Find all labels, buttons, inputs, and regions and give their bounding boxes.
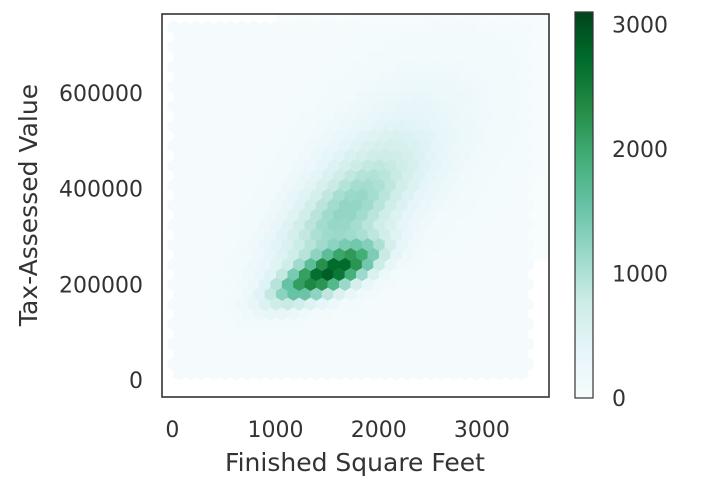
hexbin-cell [544,80,549,93]
hexbin-cell [493,14,495,15]
y-tick-label: 0 [129,369,143,394]
hexbin-cell [544,239,549,251]
hexbin-cell [551,169,562,182]
hexbin-cell [551,189,562,202]
hexbin-cell [470,14,472,15]
hexbin-cell [355,14,357,15]
hexbin-cell [298,14,300,15]
x-axis-ticks: 0 1000 2000 3000 [165,418,510,443]
hexbin-cell [412,14,414,15]
hexbin-cell [544,159,549,172]
x-tick-label: 0 [165,418,179,443]
hexbin-cell [551,31,562,44]
hexbin-cell [538,248,549,262]
x-tick-label: 2000 [351,418,407,443]
hexbin-cells [167,1,562,381]
hexbin-cell [544,140,549,152]
hexbin-cell [544,100,549,113]
hexbin-cell [527,14,529,15]
hexbin-cell [310,14,312,15]
hexbin-cell [378,14,380,15]
colorbar-ticks: 0 1000 2000 3000 [612,13,668,412]
hexbin-cell [321,14,323,15]
plot-frame [161,13,550,398]
hexbin-cell [551,229,562,242]
hexbin-cell [551,90,562,103]
hexbin-cell [401,14,403,15]
hexbin-cell [344,14,346,15]
hexbin-cell [551,130,562,143]
hexbin-cell [551,110,562,123]
colorbar-tick-label: 1000 [612,262,668,287]
hexbin-cell [447,14,449,15]
hexbin-cell [390,14,392,15]
hexbin-cell [367,14,369,15]
hexbin-cell [516,366,529,381]
x-axis-label: Finished Square Feet [225,448,485,477]
x-tick-label: 3000 [454,418,510,443]
hexbin-cell [551,149,562,162]
colorbar-tick-label: 2000 [612,138,668,163]
y-axis-ticks: 0 200000 400000 600000 [59,82,143,394]
hexbin-cell [551,50,562,63]
y-tick-label: 400000 [59,178,143,203]
hexbin-cell [544,199,549,212]
hexbin-cell [544,60,549,73]
hexbin-cell [544,120,549,133]
hexbin-cell [544,179,549,192]
hexbin-cell [551,11,562,24]
colorbar-tick-label: 0 [612,387,626,412]
y-tick-label: 600000 [59,82,143,107]
hexbin-cell [544,41,549,53]
hexbin-cell [435,14,437,15]
hexbin-cell [551,209,562,222]
x-tick-label: 1000 [248,418,304,443]
hexbin-cell [504,14,506,15]
hexbin-cell [424,14,426,15]
y-tick-label: 200000 [59,273,143,298]
colorbar-tick-label: 3000 [612,13,668,38]
hexbin-cell [515,14,517,15]
hexbin-cell [551,70,562,83]
hexbin-cell [538,14,540,15]
hexbin-cell [332,14,334,15]
hexbin-cell [545,1,556,14]
y-axis-label: Tax-Assessed Value [14,84,43,327]
hexbin-cell [544,21,549,34]
hexbin-cell [458,14,460,15]
hexbin-cell [544,219,549,232]
hexbin-cell [481,14,483,15]
colorbar [574,11,594,399]
